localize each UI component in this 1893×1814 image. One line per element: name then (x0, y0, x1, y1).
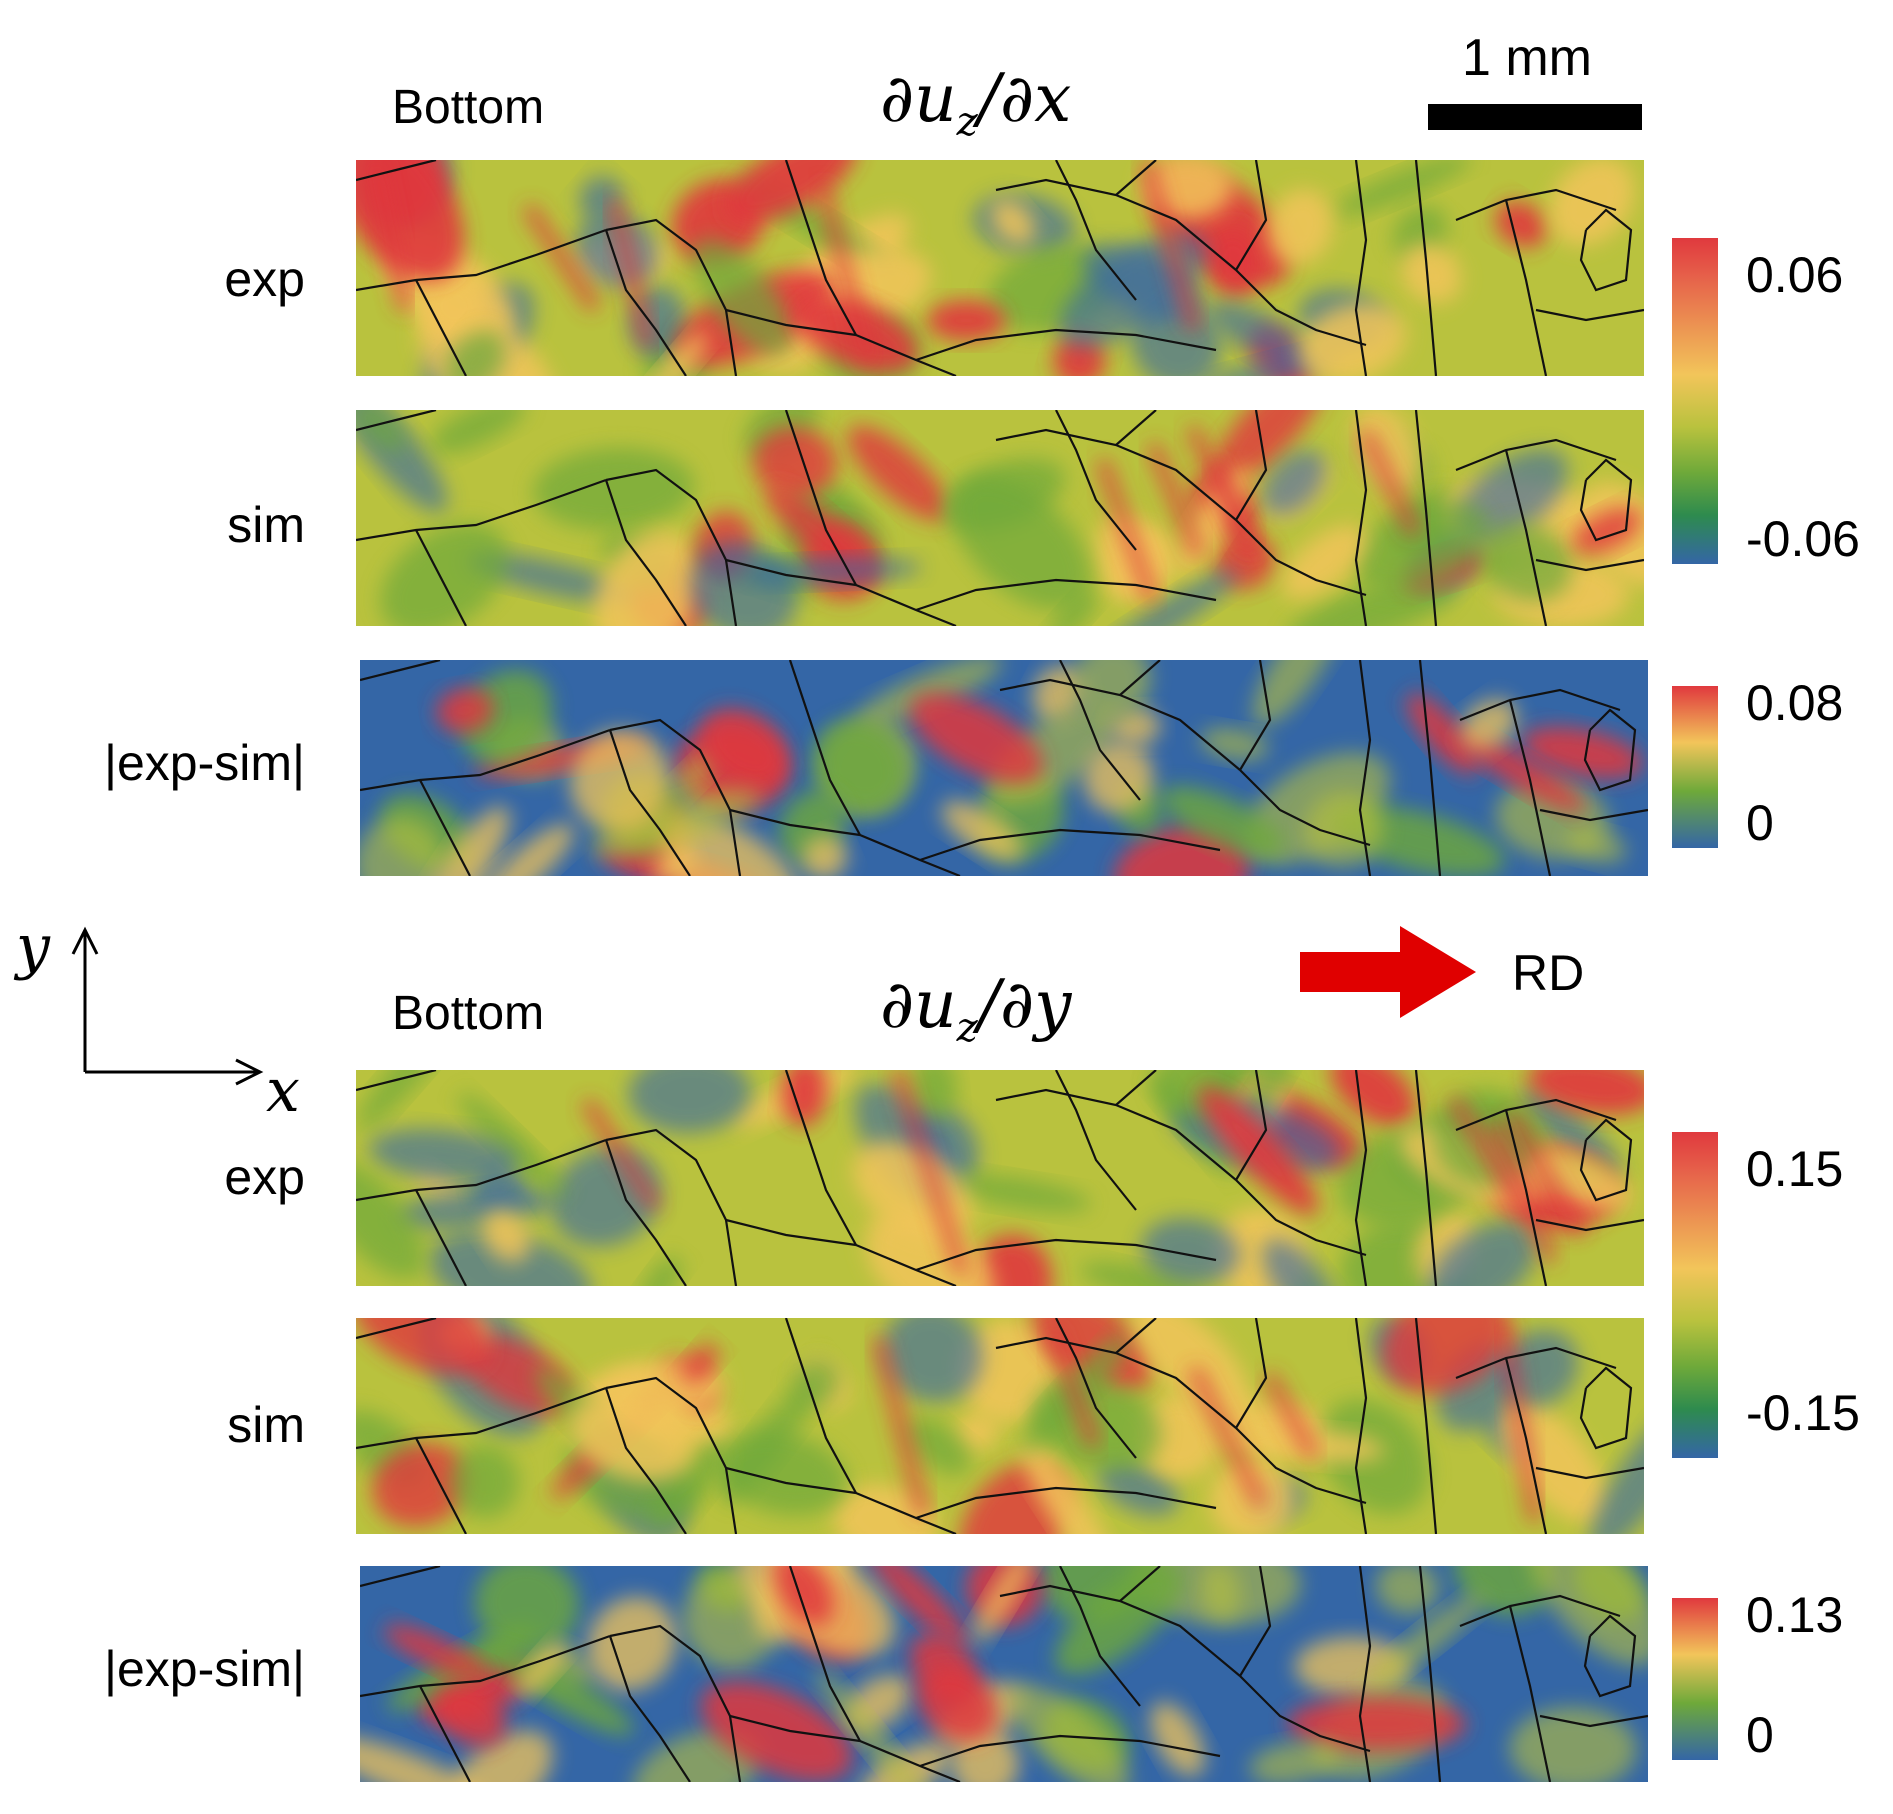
axis-label-y: y (16, 912, 50, 982)
rd-arrow (1300, 926, 1476, 1018)
colorbar-dx-diff-min: 0 (1746, 795, 1774, 851)
row-label-sim: sim (227, 497, 305, 553)
colorbar-dy-diverging (1672, 1132, 1718, 1458)
colorbar-dx-diff (1672, 686, 1718, 848)
row-label-sim-2: sim (227, 1397, 305, 1453)
colorbar-dy-min: -0.15 (1746, 1385, 1860, 1441)
colorbar-dy-max: 0.15 (1746, 1141, 1844, 1197)
colorbar-dy-diff (1672, 1598, 1718, 1760)
block1-side-label: Bottom (392, 81, 545, 134)
colorbar-dy-diff-min: 0 (1746, 1707, 1774, 1763)
scale-bar (1428, 104, 1642, 130)
block1-title: ∂uz/∂x (880, 60, 1072, 146)
block2-title: ∂uz/∂y (880, 966, 1072, 1052)
map-panel-dx-sim (356, 410, 1644, 626)
axis-label-x: x (266, 1056, 300, 1126)
map-panel-dx-diff (360, 660, 1648, 876)
row-label-diff: |exp-sim| (103, 735, 305, 791)
row-label-diff-2: |exp-sim| (103, 1641, 305, 1697)
map-panel-dx-exp (356, 160, 1644, 376)
axes-indicator (71, 926, 264, 1086)
colorbar-dx-diverging (1672, 238, 1718, 564)
row-label-exp-2: exp (224, 1149, 305, 1205)
block2-side-label: Bottom (392, 987, 545, 1040)
row-label-exp: exp (224, 251, 305, 307)
map-panel-dy-diff (360, 1566, 1648, 1782)
rd-label: RD (1512, 945, 1585, 1001)
map-panel-dy-sim (356, 1318, 1644, 1534)
map-panel-dy-exp (356, 1070, 1644, 1286)
colorbar-dy-diff-max: 0.13 (1746, 1587, 1844, 1643)
colorbar-dx-diff-max: 0.08 (1746, 675, 1844, 731)
colorbar-dx-min: -0.06 (1746, 511, 1860, 567)
colorbar-dx-max: 0.06 (1746, 247, 1844, 303)
scale-bar-label: 1 mm (1462, 29, 1592, 87)
